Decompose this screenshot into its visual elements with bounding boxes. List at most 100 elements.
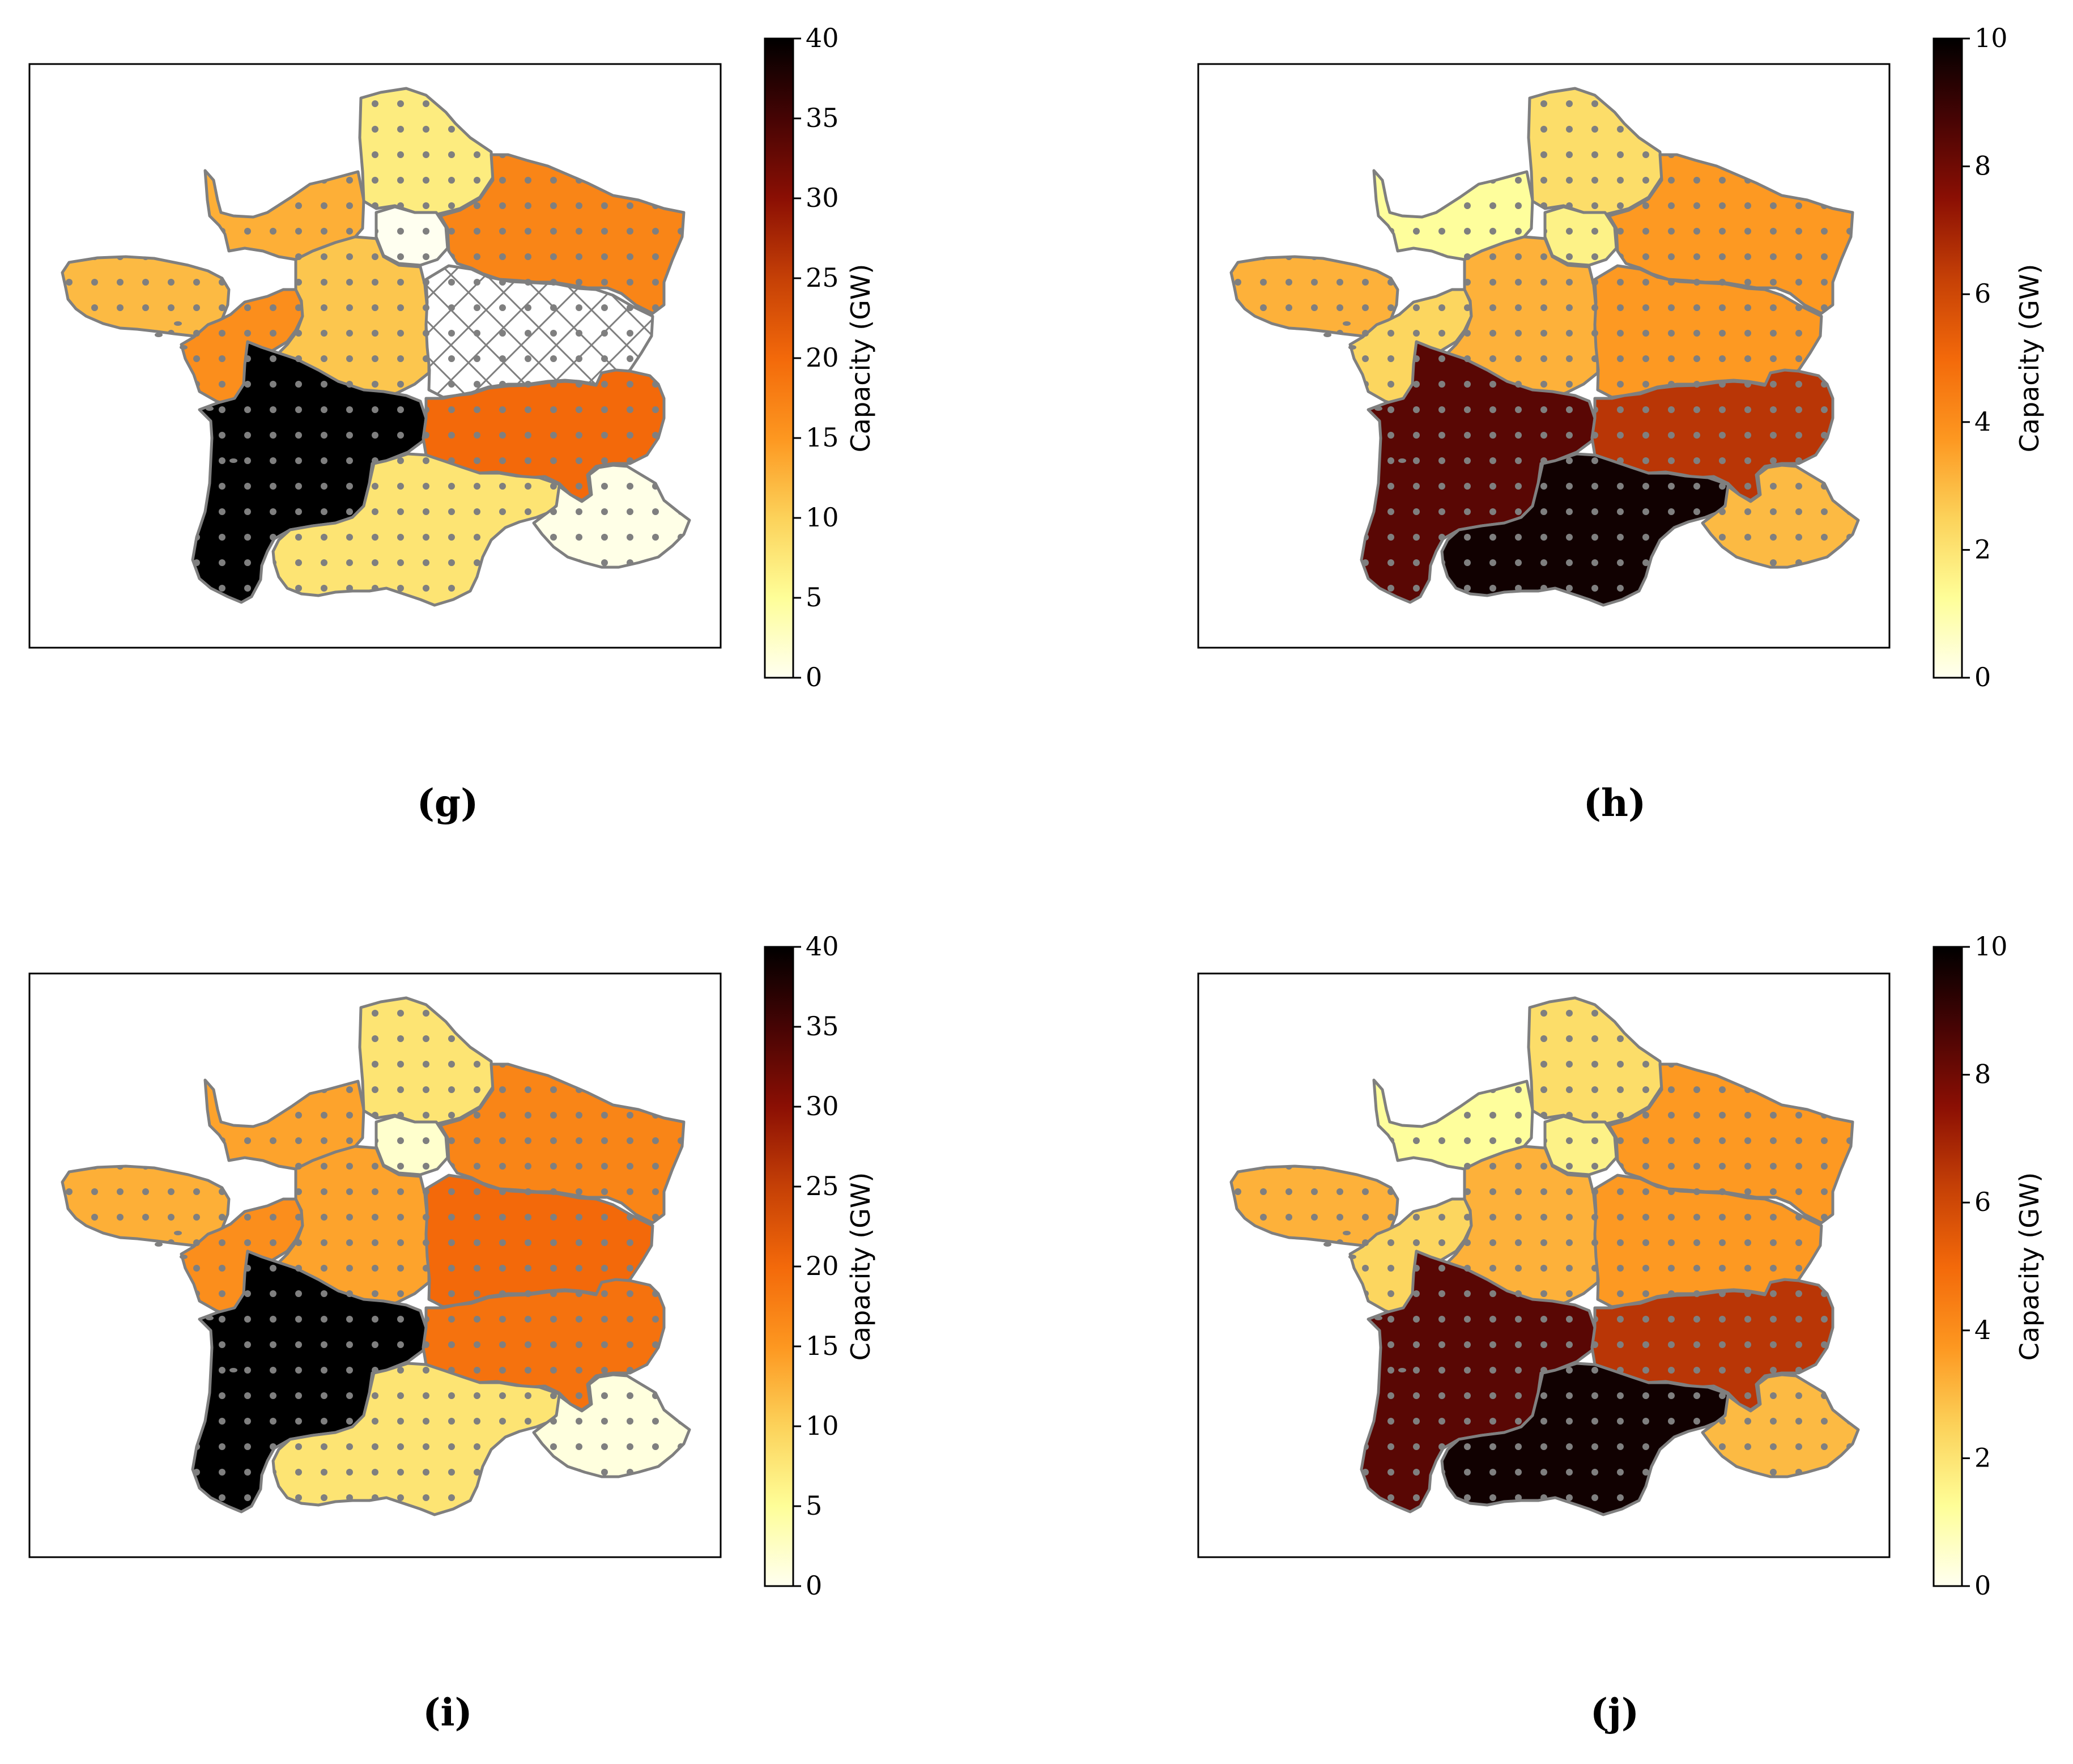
grid-point (1438, 432, 1445, 439)
grid-point (1642, 253, 1649, 260)
grid-point (423, 1010, 429, 1017)
grid-point (1770, 1137, 1777, 1144)
grid-point (576, 1290, 582, 1297)
grid-point (601, 1188, 608, 1195)
grid-point (448, 1188, 455, 1195)
grid-point (474, 253, 480, 260)
grid-point (1515, 1316, 1522, 1323)
grid-point (550, 1214, 557, 1221)
grid-point (1540, 1010, 1547, 1017)
colorbar-tick-label: 30 (806, 182, 839, 213)
grid-point (448, 1341, 455, 1348)
grid-point (1591, 1214, 1598, 1221)
grid-point (474, 1061, 480, 1068)
colorbar-tick-label: 5 (806, 1490, 822, 1521)
grid-point (601, 457, 608, 464)
colorbar-tick-label: 4 (1974, 406, 1991, 437)
grid-point (193, 330, 200, 337)
grid-point (576, 1443, 582, 1450)
grid-point (474, 1214, 480, 1221)
grid-point (1489, 1316, 1496, 1323)
grid-point (1540, 508, 1547, 515)
grid-point (1770, 508, 1777, 515)
grid-point (1795, 228, 1802, 235)
grid-point (372, 406, 378, 413)
grid-point (1311, 1214, 1318, 1221)
grid-point (295, 457, 302, 464)
grid-point (1464, 1418, 1471, 1425)
grid-point (448, 381, 455, 388)
grid-point (1821, 1418, 1828, 1425)
grid-point (1642, 1188, 1649, 1195)
grid-point (270, 406, 276, 413)
grid-point (448, 1035, 455, 1042)
grid-point (321, 534, 327, 541)
grid-point (1591, 585, 1598, 592)
grid-point (550, 1112, 557, 1119)
grid-point (346, 1367, 353, 1374)
grid-point (1642, 381, 1649, 388)
grid-point (142, 1214, 149, 1221)
grid-point (244, 228, 251, 235)
grid-point (1387, 381, 1394, 388)
grid-point (423, 1061, 429, 1068)
grid-point (270, 355, 276, 362)
grid-point (652, 1214, 659, 1221)
grid-point (1795, 1163, 1802, 1170)
grid-point (652, 1137, 659, 1144)
grid-point (1464, 202, 1471, 209)
grid-point (1719, 304, 1726, 311)
grid-point (1489, 1188, 1496, 1195)
grid-point (397, 406, 404, 413)
grid-point (372, 1443, 378, 1450)
grid-point (372, 1265, 378, 1272)
colorbar-tick-label: 20 (806, 1251, 839, 1281)
grid-point (576, 202, 582, 209)
grid-point (525, 202, 531, 209)
grid-point (550, 406, 557, 413)
grid-point (244, 1367, 251, 1374)
grid-point (1540, 559, 1547, 566)
grid-point (1362, 279, 1369, 286)
grid-point (1617, 202, 1624, 209)
grid-point (1719, 1188, 1726, 1195)
grid-point (525, 457, 531, 464)
grid-point (1642, 1367, 1649, 1374)
grid-point (474, 177, 480, 184)
grid-point (219, 585, 225, 592)
region-paca (532, 464, 691, 569)
grid-point (1438, 1265, 1445, 1272)
grid-point (91, 304, 98, 311)
grid-point (1693, 304, 1700, 311)
grid-point (550, 1418, 557, 1425)
grid-point (474, 1341, 480, 1348)
grid-point (1770, 1214, 1777, 1221)
grid-point (397, 100, 404, 107)
grid-point (1489, 483, 1496, 490)
grid-point (1795, 432, 1802, 439)
grid-point (397, 355, 404, 362)
grid-point (1617, 228, 1624, 235)
grid-point (1515, 1265, 1522, 1272)
grid-point (627, 406, 633, 413)
grid-point (321, 1316, 327, 1323)
grid-point (1795, 1137, 1802, 1144)
region-normandie (1372, 1078, 1534, 1171)
grid-point (1387, 1265, 1394, 1272)
grid-point (423, 1214, 429, 1221)
grid-point (1413, 559, 1420, 566)
grid-point (1821, 1316, 1828, 1323)
grid-point (244, 1341, 251, 1348)
grid-point (1464, 432, 1471, 439)
grid-point (1464, 1443, 1471, 1450)
grid-point (1566, 1316, 1573, 1323)
grid-point (1693, 177, 1700, 184)
grid-point (244, 508, 251, 515)
grid-point (193, 559, 200, 566)
grid-point (1668, 1112, 1675, 1119)
grid-point (1642, 1239, 1649, 1246)
grid-point (1464, 1290, 1471, 1297)
grid-point (474, 355, 480, 362)
grid-point (372, 330, 378, 337)
grid-point (372, 457, 378, 464)
